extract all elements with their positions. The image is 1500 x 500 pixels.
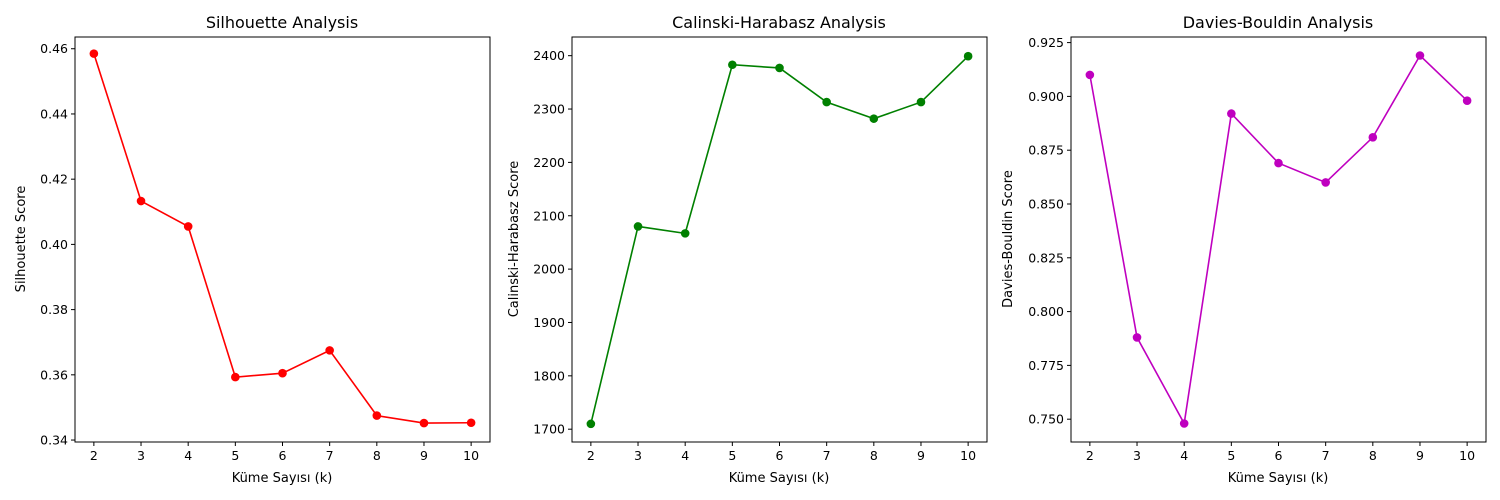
silhouette-data-point — [325, 346, 334, 355]
davies-bouldin-x-tick-label: 3 — [1133, 448, 1141, 463]
silhouette-xlabel: Küme Sayısı (k) — [232, 471, 333, 486]
calinski-harabasz-x-tick-label: 10 — [960, 448, 976, 463]
calinski-harabasz-data-point — [633, 222, 643, 231]
silhouette-x-tick-label: 4 — [184, 448, 192, 463]
calinski-harabasz-x-tick-label: 2 — [587, 448, 595, 463]
silhouette-ylabel: Silhouette Score — [14, 186, 29, 293]
davies-bouldin-data-point — [1085, 70, 1095, 80]
silhouette-x-tick-label: 2 — [90, 448, 98, 463]
silhouette-y-tick-label: 0.36 — [40, 367, 68, 382]
calinski-harabasz-y-tick-label: 1800 — [533, 368, 565, 383]
calinski-harabasz-y-tick-label: 2100 — [533, 208, 565, 223]
calinski-harabasz-data-point — [963, 51, 973, 61]
calinski-harabasz-y-tick-label: 1700 — [533, 422, 565, 437]
silhouette-data-point — [231, 372, 240, 382]
davies-bouldin-data-point — [1321, 178, 1330, 187]
davies-bouldin-y-tick-label: 0.925 — [1028, 35, 1064, 50]
silhouette-y-tick-label: 0.44 — [40, 106, 68, 121]
calinski-harabasz-title: Calinski-Harabasz Analysis — [672, 13, 886, 32]
silhouette-data-point — [136, 196, 146, 206]
calinski-harabasz-y-tick-label: 2000 — [533, 262, 565, 277]
silhouette-x-tick-label: 7 — [326, 448, 334, 463]
calinski-harabasz-x-tick-label: 5 — [728, 448, 736, 463]
silhouette-y-tick-label: 0.40 — [40, 237, 68, 252]
calinski-harabasz-x-tick-label: 8 — [870, 448, 878, 463]
davies-bouldin-x-tick-label: 2 — [1086, 448, 1094, 463]
davies-bouldin-data-point — [1227, 109, 1236, 118]
silhouette-data-point — [419, 418, 429, 428]
calinski-harabasz-y-tick-label: 2400 — [533, 48, 565, 63]
davies-bouldin-y-tick-label: 0.900 — [1028, 89, 1064, 104]
davies-bouldin-ylabel: Davies-Bouldin Score — [1001, 170, 1016, 308]
davies-bouldin-y-tick-label: 0.825 — [1028, 250, 1064, 265]
davies-bouldin-x-tick-label: 9 — [1416, 448, 1424, 463]
davies-bouldin-y-tick-label: 0.875 — [1028, 143, 1064, 158]
silhouette-x-tick-label: 5 — [231, 448, 239, 463]
silhouette-y-tick-label: 0.34 — [40, 433, 68, 448]
davies-bouldin-x-tick-label: 4 — [1180, 448, 1188, 463]
davies-bouldin-title: Davies-Bouldin Analysis — [1183, 13, 1374, 32]
silhouette-data-point — [89, 49, 99, 58]
silhouette-data-point — [466, 418, 476, 428]
silhouette-data-point — [183, 222, 193, 231]
calinski-harabasz-data-point — [680, 229, 690, 238]
silhouette-y-tick-label: 0.46 — [40, 41, 68, 56]
davies-bouldin-x-tick-label: 6 — [1275, 448, 1283, 463]
calinski-harabasz-data-point — [916, 97, 926, 107]
silhouette-title: Silhouette Analysis — [206, 13, 358, 32]
davies-bouldin-y-tick-label: 0.850 — [1028, 196, 1064, 211]
calinski-harabasz-y-tick-label: 2300 — [533, 102, 565, 117]
silhouette-y-tick-label: 0.38 — [40, 302, 68, 317]
davies-bouldin-data-point — [1274, 158, 1283, 168]
calinski-harabasz-panel: Calinski-Harabasz Analysis Küme Sayısı (… — [507, 13, 988, 486]
calinski-harabasz-data-point — [728, 60, 737, 70]
calinski-harabasz-x-tick-label: 7 — [823, 448, 831, 463]
calinski-harabasz-x-tick-label: 3 — [634, 448, 642, 463]
silhouette-data-point — [372, 411, 382, 420]
davies-bouldin-data-point — [1179, 419, 1189, 428]
davies-bouldin-data-point — [1415, 51, 1425, 60]
davies-bouldin-panel: Davies-Bouldin Analysis Küme Sayısı (k) … — [1001, 13, 1487, 486]
davies-bouldin-x-tick-label: 10 — [1459, 448, 1475, 463]
davies-bouldin-xlabel: Küme Sayısı (k) — [1228, 471, 1329, 486]
calinski-harabasz-xlabel: Küme Sayısı (k) — [729, 471, 830, 486]
davies-bouldin-data-point — [1132, 333, 1142, 342]
davies-bouldin-x-tick-label: 8 — [1369, 448, 1377, 463]
silhouette-panel: Silhouette Analysis Küme Sayısı (k) Silh… — [14, 13, 491, 486]
calinski-harabasz-y-tick-label: 1900 — [533, 315, 565, 330]
davies-bouldin-data-point — [1462, 96, 1472, 105]
davies-bouldin-y-tick-label: 0.775 — [1028, 358, 1064, 373]
silhouette-x-tick-label: 10 — [463, 448, 479, 463]
calinski-harabasz-ylabel: Calinski-Harabasz Score — [507, 161, 522, 318]
silhouette-x-tick-label: 8 — [373, 448, 381, 463]
davies-bouldin-data-point — [1368, 132, 1378, 142]
silhouette-x-tick-label: 3 — [137, 448, 145, 463]
silhouette-y-tick-label: 0.42 — [40, 172, 68, 187]
calinski-harabasz-data-point — [775, 63, 784, 73]
calinski-harabasz-x-tick-label: 6 — [776, 448, 784, 463]
davies-bouldin-y-tick-label: 0.800 — [1028, 304, 1064, 319]
calinski-harabasz-data-point — [586, 419, 596, 429]
calinski-harabasz-x-tick-label: 4 — [681, 448, 689, 463]
davies-bouldin-x-tick-label: 7 — [1322, 448, 1330, 463]
davies-bouldin-y-tick-label: 0.750 — [1028, 412, 1064, 427]
calinski-harabasz-data-point — [869, 114, 879, 123]
calinski-harabasz-x-tick-label: 9 — [917, 448, 925, 463]
silhouette-data-point — [278, 368, 287, 378]
silhouette-x-tick-label: 6 — [279, 448, 287, 463]
davies-bouldin-x-tick-label: 5 — [1227, 448, 1235, 463]
calinski-harabasz-y-tick-label: 2200 — [533, 155, 565, 170]
calinski-harabasz-data-point — [822, 97, 831, 107]
silhouette-x-tick-label: 9 — [420, 448, 428, 463]
